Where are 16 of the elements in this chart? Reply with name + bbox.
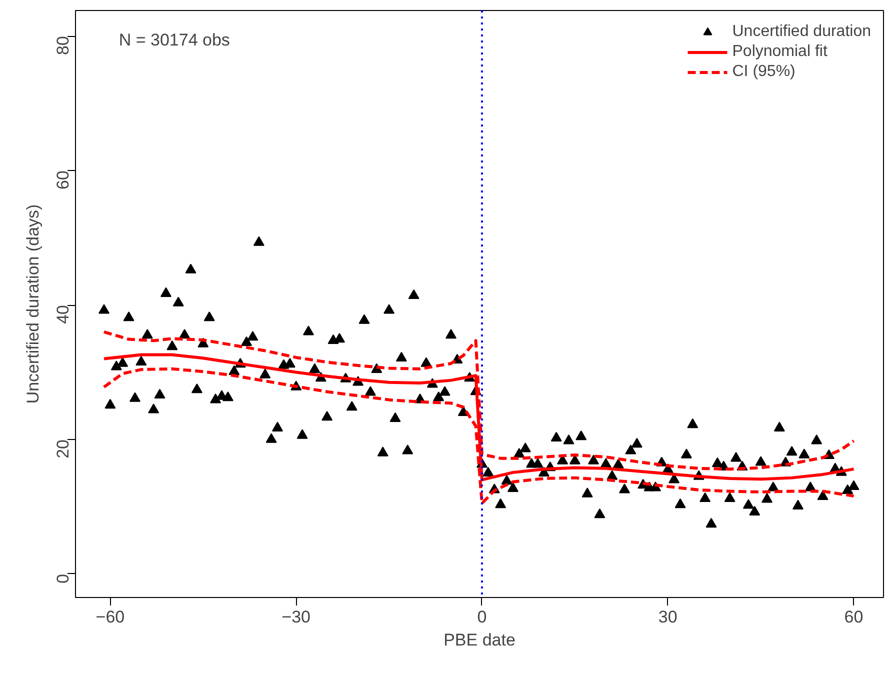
legend-label: Uncertified duration <box>732 23 871 41</box>
y-tick-label: 60 <box>54 170 72 190</box>
x-tick-label: −30 <box>282 608 311 626</box>
y-tick-label: 80 <box>54 36 72 55</box>
x-tick-label: 60 <box>844 608 864 626</box>
x-tick-label: 30 <box>658 608 678 626</box>
annotation: N = 30174 obs <box>118 30 230 50</box>
y-tick-label: 40 <box>54 304 72 324</box>
legend-label: Polynomial fit <box>732 43 828 61</box>
y-axis-title: Uncertified duration (days) <box>24 204 42 404</box>
y-tick-label: 20 <box>54 439 72 458</box>
x-tick-label: 0 <box>477 608 487 626</box>
y-tick-label: 0 <box>54 574 72 584</box>
x-tick-label: −60 <box>96 608 125 626</box>
legend-label: CI (95%) <box>732 63 796 81</box>
x-axis-title: PBE date <box>444 630 516 650</box>
